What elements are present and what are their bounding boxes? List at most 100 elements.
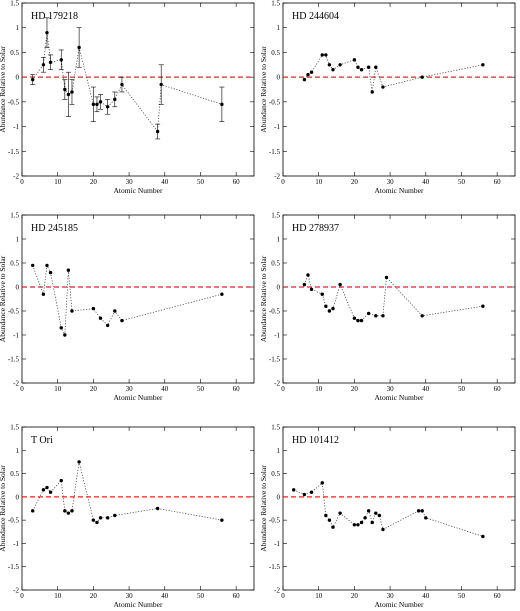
x-tick-label: 10: [315, 592, 323, 600]
data-point: [91, 518, 96, 522]
data-point: [352, 316, 357, 320]
data-point: [324, 513, 328, 518]
data-point: [366, 65, 371, 69]
data-point: [59, 478, 63, 483]
panel-title: HD 244604: [292, 11, 339, 22]
panel-title: HD 179218: [31, 11, 78, 22]
x-axis-title: Atomic Number: [375, 186, 424, 195]
data-point: [374, 314, 378, 318]
y-tick-label: 1.5: [10, 424, 19, 432]
y-tick-label: -2: [13, 380, 19, 388]
y-tick-label: 1.5: [271, 212, 280, 220]
data-point: [220, 292, 224, 296]
y-axis-title: Abundance Relative to Solar: [259, 46, 268, 133]
plot-frame: [282, 426, 516, 591]
x-axis-title: Atomic Number: [114, 186, 163, 195]
panel-2: 0 10 20 30 40 50 60 -2 -1.5 -1 -0.5 0 0.5 1 1.5 Atomic …: [259, 0, 516, 195]
data-point: [48, 490, 53, 494]
data-point: [31, 77, 35, 82]
y-tick-label: 0.5: [10, 49, 19, 57]
data-point: [352, 58, 357, 62]
data-point: [420, 314, 424, 318]
panel-title: HD 101412: [292, 435, 339, 446]
y-tick-label: -2: [274, 380, 280, 388]
y-axis-title: Abundance Relative to Solar: [259, 465, 268, 552]
x-tick-label: 60: [494, 178, 502, 186]
data-point: [66, 268, 71, 272]
data-point: [105, 516, 110, 520]
y-tick-label: 0: [277, 284, 281, 292]
series-line: [293, 482, 484, 537]
plot-frame: [282, 2, 516, 177]
data-point: [59, 58, 63, 62]
y-tick-label: 0.5: [10, 470, 19, 478]
panel-1: 0 10 20 30 40 50 60 -2 -1.5 -1 -0.5 0 0.5 1 1.5 Atomic …: [0, 0, 255, 195]
plot-frame: [21, 214, 255, 384]
y-tick-label: 0: [16, 284, 20, 292]
y-tick-label: 1.5: [271, 0, 280, 8]
data-point: [327, 309, 332, 313]
data-point: [363, 516, 367, 520]
data-point: [48, 270, 53, 275]
data-point: [324, 304, 328, 308]
x-tick-label: 0: [20, 385, 24, 393]
data-point: [381, 527, 385, 532]
data-point: [292, 488, 296, 492]
data-point: [113, 97, 117, 102]
y-tick-label: -1.5: [269, 563, 281, 571]
x-tick-label: 10: [315, 385, 323, 393]
data-point: [41, 488, 46, 492]
data-point: [374, 65, 378, 69]
x-axis-title: Atomic Number: [375, 393, 424, 402]
data-point: [63, 87, 67, 92]
x-tick-label: 40: [161, 592, 169, 600]
y-tick-label: -2: [13, 587, 19, 595]
data-point: [91, 102, 96, 107]
y-tick-label: 0.5: [10, 260, 19, 268]
y-tick-label: -0.5: [269, 308, 281, 316]
x-tick-label: 50: [458, 178, 466, 186]
y-tick-label: -0.5: [8, 98, 20, 106]
data-point: [159, 82, 163, 87]
data-point: [481, 534, 485, 539]
x-tick-label: 60: [233, 178, 241, 186]
data-point: [70, 509, 74, 513]
y-tick-label: 0: [277, 74, 281, 82]
x-tick-label: 40: [422, 385, 430, 393]
y-tick-label: -1.5: [8, 356, 20, 364]
y-tick-label: -1: [274, 540, 280, 548]
x-tick-label: 10: [315, 178, 323, 186]
y-tick-label: -0.5: [269, 517, 281, 525]
x-tick-label: 40: [422, 592, 430, 600]
data-point: [105, 323, 110, 328]
data-point: [381, 85, 385, 89]
x-tick-label: 30: [126, 385, 134, 393]
data-point: [41, 292, 46, 296]
data-point: [302, 492, 307, 497]
data-point: [331, 306, 335, 311]
data-point: [338, 282, 342, 287]
y-tick-label: 0.5: [271, 260, 280, 268]
data-point: [302, 77, 307, 82]
x-tick-label: 50: [197, 385, 205, 393]
data-point: [70, 90, 74, 94]
data-point: [59, 326, 63, 330]
x-axis-title: Atomic Number: [114, 600, 163, 609]
plot-frame: [21, 2, 255, 177]
data-point: [45, 263, 49, 268]
data-point: [120, 82, 124, 87]
y-tick-label: 0: [277, 493, 281, 501]
data-point: [370, 520, 374, 525]
data-point: [420, 509, 424, 513]
data-point: [338, 511, 342, 515]
y-tick-label: 1: [16, 447, 20, 455]
data-point: [320, 53, 324, 57]
y-axis-title: Abundance Relative to Solar: [0, 255, 7, 342]
x-tick-label: 40: [161, 178, 169, 186]
x-tick-label: 0: [281, 178, 285, 186]
data-point: [70, 309, 74, 313]
y-tick-label: -2: [13, 173, 19, 181]
y-tick-label: 0.5: [271, 470, 280, 478]
data-point: [309, 70, 314, 74]
y-tick-label: -1: [13, 540, 19, 548]
